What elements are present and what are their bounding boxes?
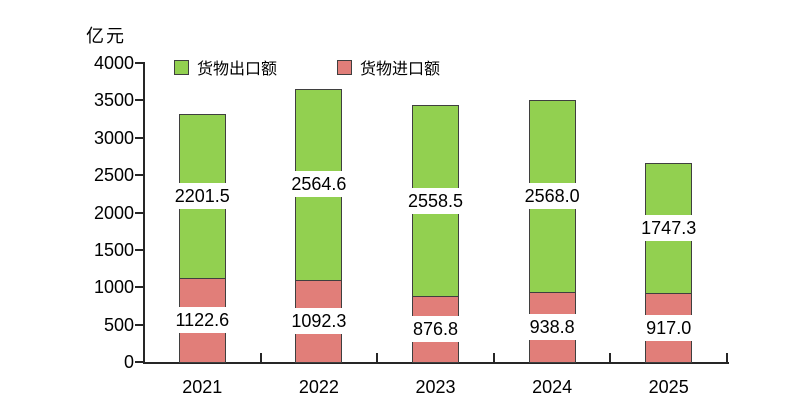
x-axis-label: 2022 bbox=[298, 377, 339, 397]
y-axis-tick bbox=[135, 286, 143, 289]
y-axis-tick bbox=[135, 174, 143, 177]
y-axis-tick-label: 1000 bbox=[93, 277, 134, 298]
y-axis-tick-label: 3500 bbox=[93, 90, 134, 111]
legend-swatch-import-icon bbox=[337, 59, 353, 75]
data-label-import-2025: 917.0 bbox=[642, 314, 696, 341]
data-label-import-2024: 938.8 bbox=[525, 313, 579, 340]
y-axis-tick-label: 3000 bbox=[93, 127, 134, 148]
y-axis-tick bbox=[135, 62, 143, 64]
y-axis-tick bbox=[135, 99, 143, 102]
data-label-import-2022: 1092.3 bbox=[287, 308, 351, 335]
data-label-export-2022: 2564.6 bbox=[287, 171, 351, 198]
y-axis-tick bbox=[135, 323, 143, 326]
y-axis-tick bbox=[135, 248, 143, 251]
data-label-export-2024: 2568.0 bbox=[520, 182, 584, 209]
data-label-export-2021: 2201.5 bbox=[170, 182, 234, 209]
legend-label-export: 货物出口额 bbox=[197, 61, 278, 78]
x-axis-label: 2021 bbox=[182, 377, 223, 397]
x-axis-tick bbox=[726, 353, 728, 362]
x-axis-tick bbox=[259, 353, 262, 362]
legend-item-import: 货物进口额 bbox=[337, 55, 440, 79]
y-axis-tick-label: 1500 bbox=[93, 239, 134, 260]
y-axis-tick-label: 4000 bbox=[93, 53, 134, 73]
chart-legend: 货物出口额 货物进口额 bbox=[174, 55, 440, 79]
y-axis-tick-label: 2500 bbox=[93, 165, 134, 186]
data-label-import-2023: 876.8 bbox=[408, 316, 463, 343]
x-axis-label: 2024 bbox=[532, 377, 573, 397]
data-label-export-2023: 2558.5 bbox=[403, 187, 468, 214]
y-axis bbox=[143, 62, 145, 363]
y-axis-tick bbox=[135, 361, 143, 363]
y-axis-tick-label: 0 bbox=[123, 352, 134, 372]
y-axis-tick-label: 500 bbox=[103, 314, 134, 335]
x-axis-tick bbox=[376, 353, 379, 362]
y-axis-tick bbox=[135, 211, 143, 214]
legend-swatch-export-icon bbox=[174, 59, 189, 75]
legend-item-export: 货物出口额 bbox=[174, 55, 277, 79]
y-axis-tick-label: 2000 bbox=[93, 202, 134, 223]
x-axis-label: 2023 bbox=[415, 377, 456, 397]
y-axis-unit-label: 亿元 bbox=[86, 26, 126, 46]
x-axis-tick bbox=[492, 353, 495, 362]
x-axis-label: 2025 bbox=[648, 377, 689, 397]
x-axis-tick bbox=[609, 353, 612, 362]
x-axis bbox=[143, 362, 729, 364]
data-label-export-2025: 1747.3 bbox=[637, 215, 701, 242]
data-label-import-2021: 1122.6 bbox=[171, 307, 234, 334]
legend-label-import: 货物进口额 bbox=[360, 61, 441, 78]
y-axis-tick bbox=[135, 136, 143, 139]
